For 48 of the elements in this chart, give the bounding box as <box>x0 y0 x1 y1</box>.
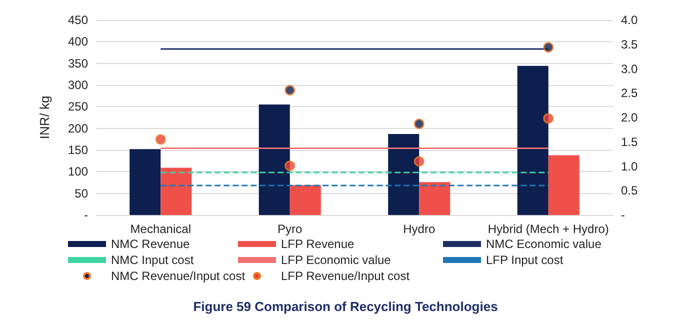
legend-label: NMC Revenue/Input cost <box>111 269 246 283</box>
legend-label: LFP Revenue/Input cost <box>281 269 410 283</box>
point <box>284 84 296 96</box>
bar <box>160 168 192 215</box>
legend-label: LFP Revenue <box>281 237 354 251</box>
text: Figure 59 Comparison of Recycling Technologies <box>193 299 498 314</box>
bar <box>517 66 548 215</box>
y-tick-label: 50 <box>74 186 88 200</box>
x-tick-label: Hydro <box>403 222 436 236</box>
y2-tick-label: 3.5 <box>621 37 638 52</box>
y2-tick-label: - <box>621 208 625 222</box>
y2-tick-label: 4.0 <box>621 13 638 27</box>
x-tick-label: Pyro <box>278 222 303 236</box>
y-tick-label: 300 <box>68 78 88 92</box>
bar <box>290 185 321 215</box>
y-tick-label: 150 <box>68 143 88 157</box>
point <box>543 113 554 124</box>
y-tick-label: 400 <box>68 34 88 49</box>
bar <box>388 134 420 215</box>
y2-tick-label: 1.5 <box>621 134 638 149</box>
point <box>414 118 424 130</box>
y2-tick-label: 3.0 <box>621 62 638 76</box>
y2-tick-label: 1.0 <box>621 159 638 174</box>
point <box>284 160 296 172</box>
point <box>155 134 166 145</box>
y2-tick-label: 2.5 <box>621 86 638 100</box>
y-tick-label: 100 <box>68 164 88 179</box>
y2-tick-label: 2.0 <box>621 110 638 124</box>
legend-label: NMC Economic value <box>486 237 602 251</box>
y-tick-label: 350 <box>68 56 88 70</box>
bar <box>130 149 161 215</box>
y-tick-label: - <box>84 208 88 222</box>
bar <box>548 155 580 215</box>
legend-label: LFP Economic value <box>281 253 392 267</box>
legend-label: NMC Input cost <box>111 253 194 267</box>
x-tick-label: Hybrid (Mech + Hydro) <box>488 222 609 236</box>
legend-label: NMC Revenue <box>111 237 190 251</box>
y2-tick-label: 0.5 <box>621 184 638 198</box>
y-tick-label: 200 <box>68 121 88 136</box>
point <box>543 42 554 53</box>
y-axis-title: INR/ kg <box>37 96 52 140</box>
y-tick-label: 250 <box>68 100 88 114</box>
point <box>414 156 424 167</box>
y-tick-label: 450 <box>68 13 88 27</box>
bar <box>258 104 290 215</box>
x-tick-label: Mechanical <box>130 222 191 236</box>
legend-label: LFP Input cost <box>486 253 564 267</box>
bar <box>419 182 450 215</box>
